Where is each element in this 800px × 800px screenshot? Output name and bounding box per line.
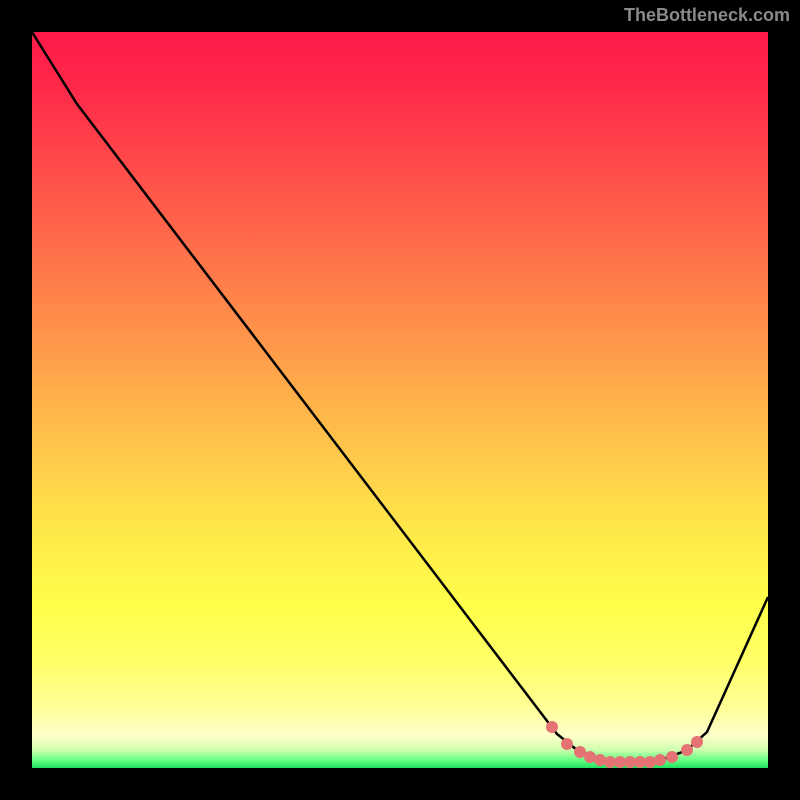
watermark-text: TheBottleneck.com	[624, 5, 790, 26]
trough-marker	[561, 738, 573, 750]
trough-marker	[654, 754, 666, 766]
trough-marker	[691, 736, 703, 748]
chart-plot-area	[32, 32, 768, 768]
curve-overlay	[32, 32, 768, 768]
trough-marker	[681, 744, 693, 756]
trough-marker	[546, 721, 558, 733]
trough-marker	[644, 756, 656, 768]
watermark-label: TheBottleneck.com	[624, 5, 790, 25]
trough-marker	[594, 754, 606, 766]
trough-marker	[666, 751, 678, 763]
trough-markers	[546, 721, 703, 768]
bottleneck-curve	[32, 32, 768, 762]
